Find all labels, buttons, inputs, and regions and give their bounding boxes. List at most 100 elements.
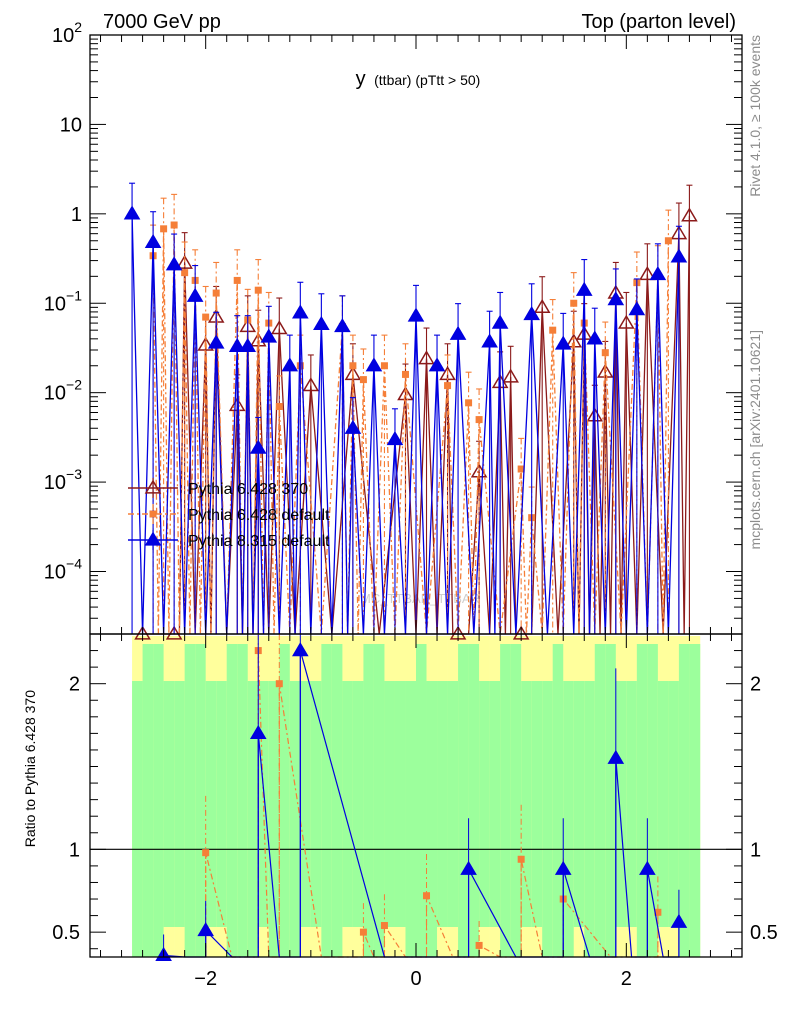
data-point [197,922,214,937]
ratio-uncertainty-bands [132,636,701,957]
data-point [228,337,246,352]
data-point [649,265,667,281]
data-point [239,337,257,352]
data-point [233,276,241,284]
data-point [380,362,388,370]
data-point [365,357,383,372]
ratio-band-green [289,681,301,957]
data-point [165,256,183,271]
legend-label: Pythia 8.315 default [188,533,330,550]
ratio-ylabel: Ratio to Pythia 6.428 370 [22,690,38,847]
data-point [302,377,320,392]
data-point [523,305,540,321]
ratio-band-green [216,681,228,927]
data-point [149,510,157,518]
data-point [202,313,210,321]
data-point [618,314,635,329]
ratio-y-tick-label-right: 2 [750,674,761,696]
ratio-band-green [636,644,648,957]
ratio-band-green [258,681,270,927]
ratio-band-green [510,644,522,957]
y-tick-label: 102 [52,19,82,47]
data-point [549,326,557,334]
energy-label: 7000 GeV pp [103,11,221,33]
axis-ticks: −2 0 2 10−4 10−3 10−2 10−1 1 10 102 0.5 0.5 1 1 2 2 [44,19,778,990]
data-point [260,328,278,343]
data-point [475,416,483,424]
watermark: MC_TTBAR_TTBAR [360,591,480,606]
ratio-band-green [300,681,312,927]
ratio-band-green [394,681,406,927]
ratio-band-green [531,681,543,927]
data-point [654,908,662,916]
data-point [176,254,193,269]
data-point [670,248,688,263]
ratio-band-green [647,644,659,957]
data-point [144,233,162,248]
ratio-y-tick-label: 0.5 [52,922,80,944]
data-point [292,642,309,657]
ratio-band-green [352,681,364,927]
data-point [533,298,551,313]
ratio-y-tick-label: 1 [69,839,80,861]
data-point [554,335,572,350]
data-point [170,221,178,229]
data-point [380,922,388,930]
data-point [444,382,452,390]
ratio-band-green [447,681,459,927]
ratio-band-green [437,681,448,927]
data-point [596,363,614,378]
ratio-band-green [584,681,596,957]
data-point [144,531,162,546]
data-point [359,928,367,936]
ratio-band-green [142,644,154,957]
data-point [502,368,519,383]
data-point [202,849,210,857]
data-point [554,860,572,875]
ratio-band-green [310,681,322,927]
data-point [275,680,283,688]
legend-entry: Pythia 8.315 default [128,530,330,550]
data-point [465,399,473,407]
ratio-band-green [247,681,259,957]
data-point [401,370,409,378]
data-point [292,304,309,319]
plot-title-main: y [356,68,366,90]
ratio-band-green [668,681,680,927]
y-tick-label: 1 [71,204,82,226]
data-point [186,287,204,302]
ratio-band-green [268,681,280,957]
ratio-band-green [500,644,511,957]
ratio-band-green [373,644,385,957]
plot-title-sub: (ttbar) (pTtt > 50) [374,72,480,88]
ratio-y-tick-label: 2 [69,674,80,696]
data-point [334,317,351,333]
data-point [207,334,225,349]
data-point [123,205,141,220]
data-point [639,860,656,875]
main-panel-series [123,182,698,640]
ratio-band-green [689,644,701,957]
ratio-band-green [226,644,238,957]
data-point [249,439,267,454]
y-tick-label: 10−1 [44,287,82,315]
data-point [681,207,698,222]
ratio-band-green [205,681,217,927]
data-point [607,291,625,306]
ratio-band-green [489,681,501,927]
data-point [423,892,431,900]
ratio-band-green [405,681,417,957]
mcplots-label: mcplots.cern.ch [arXiv:2401.10621] [747,330,763,549]
data-point [165,625,183,640]
rivet-label: Rivet 4.1.0, ≥ 100k events [747,35,763,197]
ratio-band-green [153,644,164,957]
data-point [575,281,593,296]
ratio-band-green [163,681,175,927]
x-tick-label: 0 [410,968,421,990]
ratio-band-green [626,681,638,927]
ratio-band-green [615,681,627,927]
data-point [359,376,367,384]
data-point [586,330,604,345]
ratio-band-green [458,644,469,957]
ratio-band-green [657,681,669,927]
